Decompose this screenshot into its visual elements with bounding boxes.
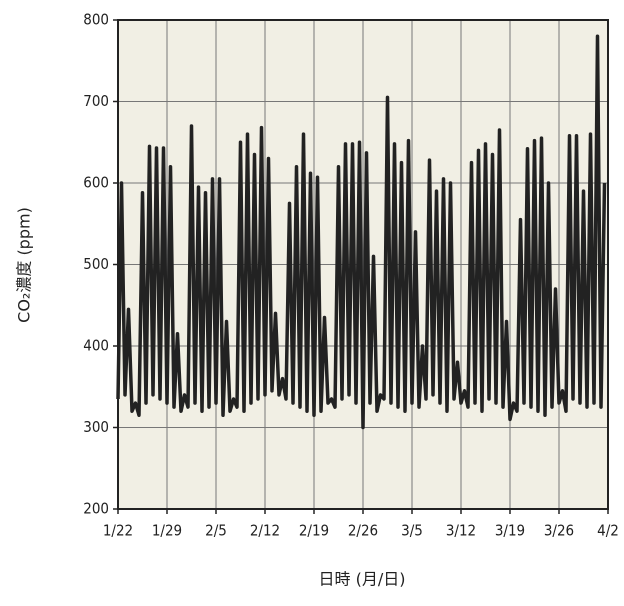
x-tick-label: 3/19 [495, 522, 525, 540]
y-tick-label: 400 [83, 337, 109, 355]
y-tick-label: 700 [83, 92, 109, 110]
x-tick-label: 1/22 [103, 522, 133, 540]
plot-frame [117, 19, 609, 510]
x-axis-label: 日時 (月/日) [319, 570, 406, 589]
x-tick-label: 2/5 [205, 522, 227, 540]
x-tick-label: 3/26 [544, 522, 574, 540]
x-tick-label: 3/12 [446, 522, 476, 540]
x-tick-label: 3/5 [401, 522, 423, 540]
x-tick-label: 2/12 [250, 522, 280, 540]
y-tick-label: 200 [83, 500, 109, 518]
data-line [116, 34, 607, 430]
y-axis-label: CO₂濃度 (ppm) [15, 207, 34, 323]
x-tick-label: 2/26 [348, 522, 378, 540]
y-tick-label: 800 [83, 11, 109, 29]
x-tick-label: 2/19 [299, 522, 329, 540]
y-tick-label: 300 [83, 418, 109, 436]
y-tick-label: 600 [83, 174, 109, 192]
x-tick-label: 1/29 [152, 522, 182, 540]
x-tick-label: 4/2 [597, 522, 619, 540]
y-tick-label: 500 [83, 255, 109, 273]
